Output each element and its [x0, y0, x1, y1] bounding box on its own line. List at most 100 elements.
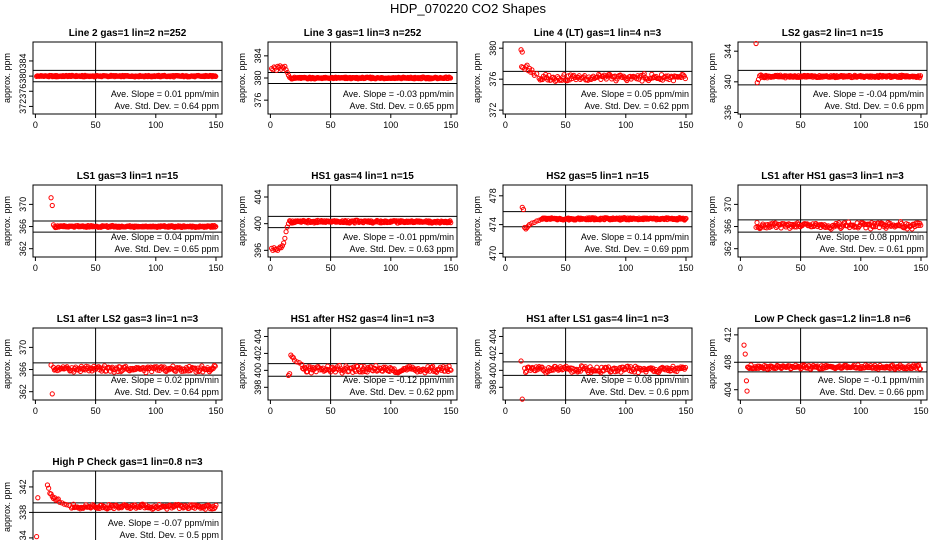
plot-frame [267, 184, 458, 258]
data-point [524, 62, 530, 68]
x-tick-label: 100 [383, 120, 398, 130]
slope-label: Ave. Slope = [816, 232, 867, 242]
y-tick-label: 402 [253, 346, 263, 361]
slope-value: 0.05 [632, 89, 652, 99]
y-tick-label: 384 [253, 48, 263, 63]
data-point [48, 491, 54, 497]
data-point [534, 218, 540, 224]
y-tick-label: 372 [488, 103, 498, 118]
panel-title: High P Check gas=1 lin=0.8 n=3 [52, 457, 203, 468]
x-tick-label: 150 [443, 263, 458, 273]
y-tick-label: 404 [488, 329, 498, 344]
std-annotation: Ave. Std. Dev. = 0.61 ppm [820, 244, 925, 254]
panel: LS1 after HS1 gas=3 lin=1 n=3 0 50 100 150 36… [707, 171, 928, 273]
y-axis-label: approx. ppm [2, 482, 12, 532]
data-series [518, 47, 688, 84]
slope-unit: ppm/min [652, 232, 689, 242]
slope-annotation: Ave. Slope = -0.04 ppm/min [813, 89, 924, 99]
std-unit: ppm [669, 244, 689, 254]
y-tick-label: 474 [488, 217, 498, 232]
data-point [741, 342, 747, 348]
slope-unit: ppm/min [887, 375, 924, 385]
data-point [447, 75, 454, 81]
data-point [308, 370, 314, 376]
x-tick-label: 150 [913, 120, 928, 130]
std-annotation: Ave. Std. Dev. = 0.62 ppm [585, 101, 690, 111]
slope-unit: ppm/min [417, 89, 454, 99]
std-value: 0.6 [654, 387, 669, 397]
data-point [543, 71, 549, 78]
x-tick-label: 0 [738, 406, 743, 416]
y-tick-label: 342 [18, 479, 28, 494]
panel: Line 3 gas=1 lin=3 n=252 0 50 100 150 376 380 3… [237, 28, 458, 130]
y-tick-label: 380 [253, 70, 263, 85]
y-tick-label: 402 [488, 346, 498, 361]
slope-annotation: Ave. Slope = 0.04 ppm/min [111, 232, 219, 242]
y-tick-label: 398 [253, 380, 263, 395]
slope-annotation: Ave. Slope = 0.02 ppm/min [111, 375, 219, 385]
data-point [443, 364, 449, 370]
y-tick-label: 370 [18, 340, 28, 355]
y-tick-label: 376 [18, 84, 28, 99]
data-point [817, 222, 823, 228]
y-tick-label: 362 [723, 241, 733, 256]
data-point [275, 63, 281, 69]
x-tick-label: 100 [618, 263, 633, 273]
data-point [682, 364, 689, 371]
data-point [197, 367, 203, 374]
panel: LS2 gas=2 lin=1 n=15 0 50 100 150 336 340 344 ap… [707, 28, 928, 130]
data-point [639, 78, 645, 84]
panel-title: LS1 after LS2 gas=3 lin=1 n=3 [57, 314, 199, 325]
data-point [754, 79, 760, 86]
x-tick-label: 150 [208, 263, 223, 273]
std-unit: ppm [669, 387, 689, 397]
data-point [94, 505, 101, 511]
data-point [373, 363, 379, 369]
data-point [663, 73, 669, 79]
slope-label: Ave. Slope = [343, 232, 394, 242]
data-series [269, 217, 454, 253]
slope-label: Ave. Slope = [581, 89, 632, 99]
x-tick-label: 50 [796, 263, 806, 273]
slope-value: -0.03 [394, 89, 417, 99]
data-point [742, 351, 748, 357]
std-value: 0.5 [184, 530, 199, 540]
panel: HS2 gas=5 lin=1 n=15 0 50 100 150 470 474 478 ap… [472, 171, 693, 273]
data-point [680, 72, 686, 78]
y-tick-label: 478 [488, 188, 498, 203]
y-tick-label: 396 [253, 243, 263, 258]
data-point [283, 67, 289, 73]
plot-frame [32, 327, 223, 401]
data-point [754, 219, 760, 226]
slope-unit: ppm/min [887, 89, 924, 99]
data-point [603, 76, 609, 82]
y-tick-label: 404 [723, 382, 733, 397]
x-tick-label: 100 [618, 120, 633, 130]
slope-unit: ppm/min [417, 375, 454, 385]
x-tick-label: 0 [33, 120, 38, 130]
y-axis-label: approx. ppm [472, 196, 482, 246]
std-annotation: Ave. Std. Dev. = 0.62 ppm [350, 387, 455, 397]
x-tick-label: 150 [678, 120, 693, 130]
plot-frame [737, 184, 928, 258]
std-annotation: Ave. Std. Dev. = 0.63 ppm [350, 244, 455, 254]
std-annotation: Ave. Std. Dev. = 0.6 ppm [590, 387, 689, 397]
std-unit: ppm [434, 387, 454, 397]
slope-unit: ppm/min [182, 518, 219, 528]
slope-value: -0.01 [394, 232, 417, 242]
x-tick-label: 150 [678, 406, 693, 416]
data-series [518, 358, 689, 402]
slope-annotation: Ave. Slope = 0.01 ppm/min [111, 89, 219, 99]
data-series [269, 63, 454, 82]
slope-unit: ppm/min [417, 232, 454, 242]
data-point [529, 220, 535, 226]
y-tick-label: 384 [18, 53, 28, 68]
panel: High P Check gas=1 lin=0.8 n=30501001503… [2, 457, 223, 540]
data-point [763, 222, 769, 228]
slope-value: 0.08 [632, 375, 652, 385]
plot-frame [32, 41, 223, 115]
std-label: Ave. Std. Dev. = [120, 530, 184, 540]
y-tick-label: 400 [253, 216, 263, 231]
std-label: Ave. Std. Dev. = [825, 101, 889, 111]
